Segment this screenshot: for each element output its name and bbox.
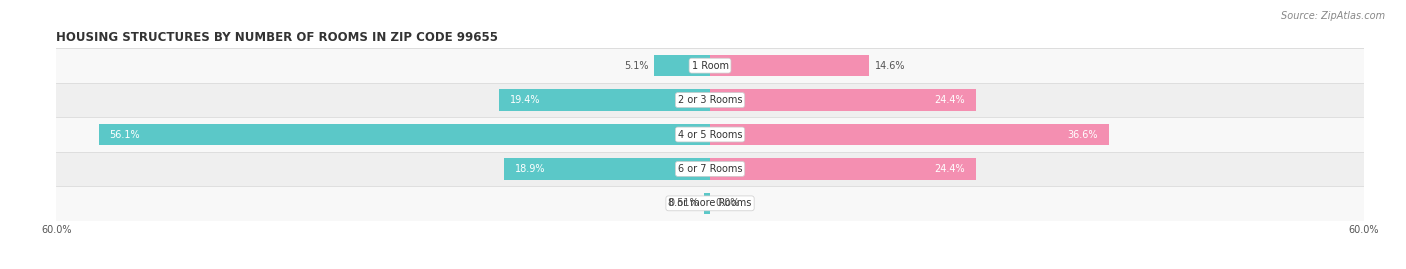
Text: 56.1%: 56.1% — [110, 129, 141, 140]
Text: 0.0%: 0.0% — [716, 198, 740, 208]
Bar — [56, 83, 1364, 117]
Text: Source: ZipAtlas.com: Source: ZipAtlas.com — [1281, 11, 1385, 21]
Text: 0.51%: 0.51% — [668, 198, 699, 208]
Bar — [710, 124, 1109, 145]
Text: 5.1%: 5.1% — [624, 61, 650, 71]
Text: 36.6%: 36.6% — [1067, 129, 1098, 140]
Text: 1 Room: 1 Room — [692, 61, 728, 71]
Bar — [56, 152, 1364, 186]
Bar — [499, 89, 710, 111]
Text: 8 or more Rooms: 8 or more Rooms — [668, 198, 752, 208]
Text: HOUSING STRUCTURES BY NUMBER OF ROOMS IN ZIP CODE 99655: HOUSING STRUCTURES BY NUMBER OF ROOMS IN… — [56, 31, 498, 44]
Bar — [654, 55, 710, 76]
Bar — [56, 117, 1364, 152]
Text: 2 or 3 Rooms: 2 or 3 Rooms — [678, 95, 742, 105]
Text: 19.4%: 19.4% — [509, 95, 540, 105]
Bar — [710, 55, 869, 76]
Text: 24.4%: 24.4% — [935, 95, 965, 105]
Bar — [704, 193, 710, 214]
Text: 6 or 7 Rooms: 6 or 7 Rooms — [678, 164, 742, 174]
Text: 4 or 5 Rooms: 4 or 5 Rooms — [678, 129, 742, 140]
Bar — [98, 124, 710, 145]
Bar — [710, 89, 976, 111]
Bar — [56, 48, 1364, 83]
Text: 18.9%: 18.9% — [515, 164, 546, 174]
Bar — [505, 158, 710, 180]
Bar — [56, 186, 1364, 221]
Text: 14.6%: 14.6% — [875, 61, 905, 71]
Text: 24.4%: 24.4% — [935, 164, 965, 174]
Bar — [710, 158, 976, 180]
